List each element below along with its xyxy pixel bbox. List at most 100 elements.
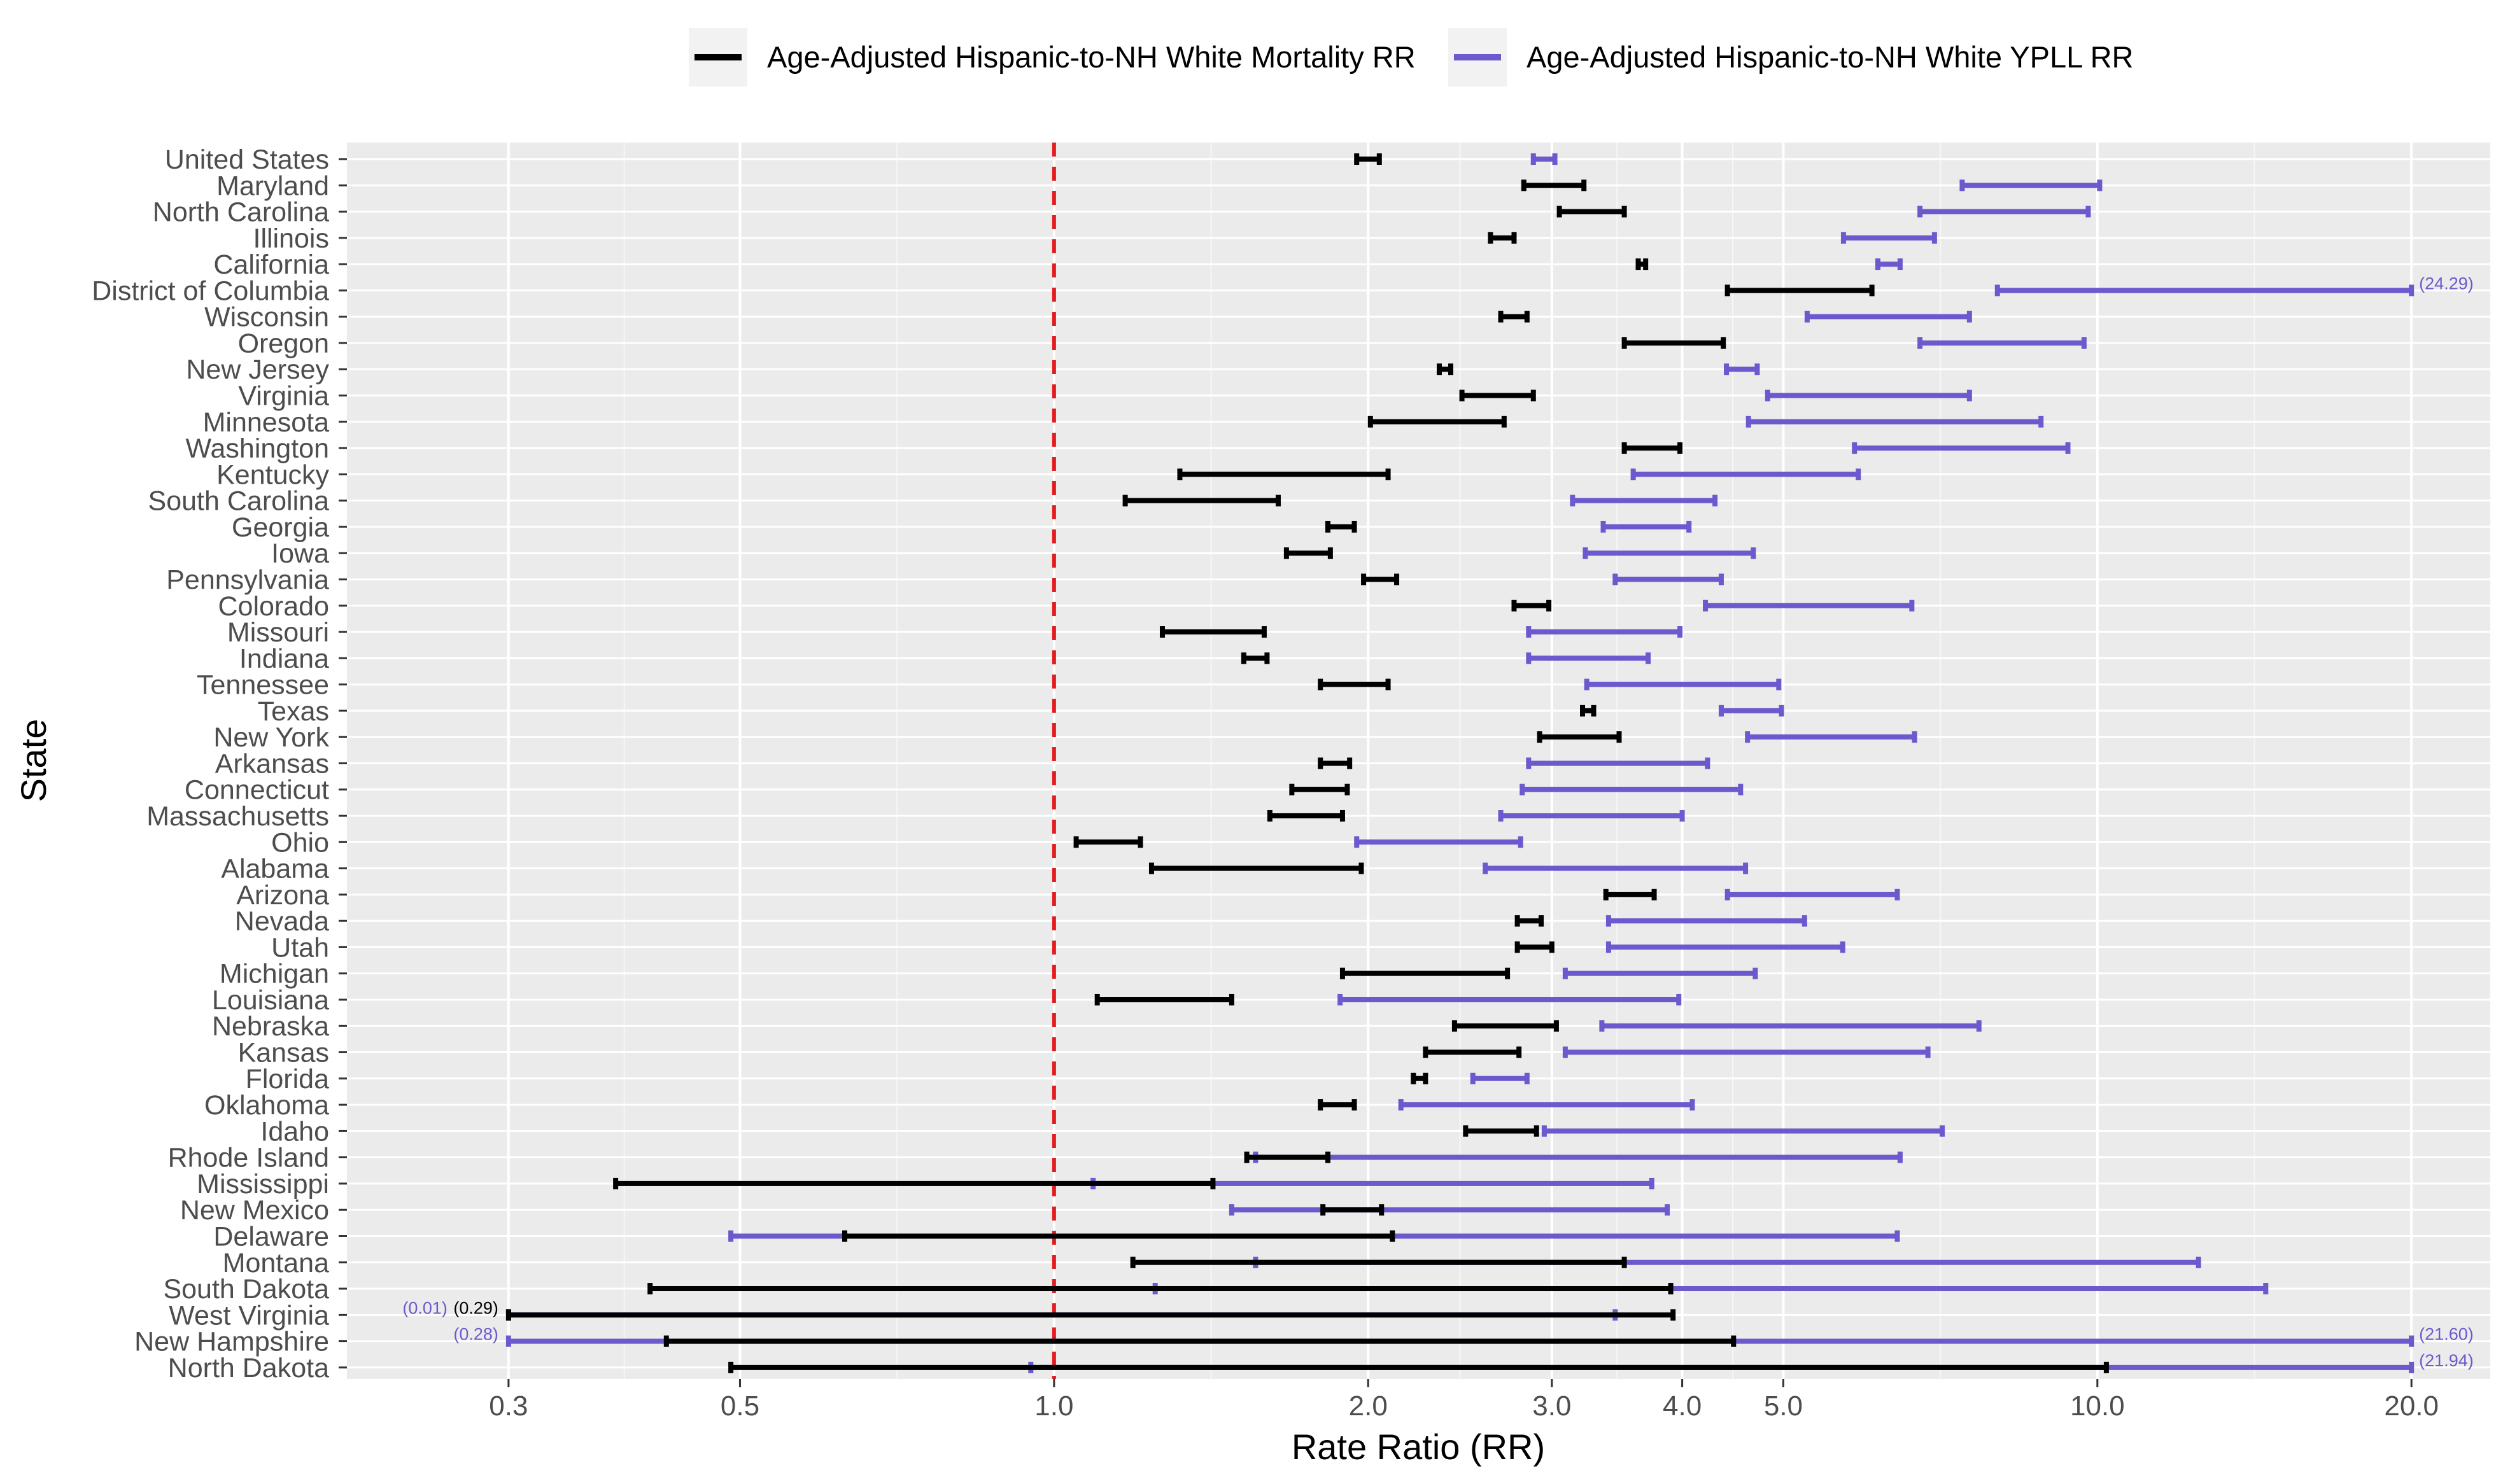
ypll-interval-massachusetts — [1498, 810, 1685, 822]
y-tick-label-florida: Florida — [246, 1064, 330, 1095]
ypll-interval-pennsylvania — [1612, 573, 1724, 585]
ypll-interval-kansas — [1562, 1046, 1931, 1058]
ypll-interval-illinois — [1840, 232, 1937, 244]
ypll-interval-idaho — [1541, 1125, 1945, 1137]
y-tick-label-arkansas: Arkansas — [215, 748, 329, 779]
y-tick-label-iowa: Iowa — [271, 538, 329, 569]
y-tick-label-kentucky: Kentucky — [216, 459, 329, 490]
mortality-interval-florida — [1411, 1072, 1428, 1084]
mortality-interval-rhode-island — [1244, 1151, 1330, 1163]
ypll-interval-missouri — [1526, 626, 1683, 638]
ypll-interval-district-of-columbia — [1994, 284, 2415, 297]
ypll-interval-wisconsin — [1804, 311, 1972, 323]
y-axis-title: State — [13, 719, 53, 802]
y-tick-label-texas: Texas — [258, 696, 329, 727]
ypll-interval-nevada — [1605, 915, 1807, 927]
y-tick-label-california: California — [213, 249, 329, 280]
annotations: (24.29) (0.01) (0.28) (21.60) (21.94) (0.29) — [402, 274, 2473, 1369]
ypll-interval-kentucky — [1630, 468, 1861, 480]
y-tick-label-north-carolina: North Carolina — [153, 197, 329, 228]
ypll-interval-arkansas — [1526, 757, 1710, 769]
mortality-interval-oklahoma — [1318, 1099, 1357, 1111]
annotation-ypll: (0.01) — [402, 1298, 448, 1317]
y-tick-label-oklahoma: Oklahoma — [204, 1090, 329, 1121]
annotation-ypll: (21.94) — [2419, 1351, 2474, 1370]
y-tick-label-new-york: New York — [213, 722, 329, 753]
mortality-interval-virginia — [1459, 389, 1536, 402]
mortality-interval-colorado — [1511, 599, 1552, 612]
x-axis-title: Rate Ratio (RR) — [1292, 1427, 1545, 1467]
ypll-interval-ohio — [1354, 836, 1523, 848]
mortality-interval-idaho — [1463, 1125, 1539, 1137]
mortality-interval-new-hampshire — [663, 1335, 1737, 1347]
ypll-interval-united-states — [1530, 153, 1558, 165]
ypll-interval-nebraska — [1599, 1020, 1982, 1032]
mortality-interval-pennsylvania — [1361, 573, 1400, 585]
y-tick-label-alabama: Alabama — [221, 854, 329, 885]
mortality-interval-new-jersey — [1436, 363, 1454, 375]
ypll-interval-iowa — [1583, 547, 1756, 559]
plot-panel — [347, 143, 2490, 1379]
y-tick-label-north-dakota: North Dakota — [168, 1353, 329, 1383]
y-tick-label-pennsylvania: Pennsylvania — [166, 564, 329, 595]
y-tick-label-south-dakota: South Dakota — [163, 1274, 329, 1305]
mortality-interval-mississippi — [613, 1177, 1216, 1189]
ypll-interval-oregon — [1917, 337, 2087, 349]
y-tick-label-tennessee: Tennessee — [197, 670, 329, 701]
mortality-interval-new-york — [1537, 731, 1622, 743]
ypll-interval-tennessee — [1584, 678, 1782, 690]
x-tick-label: 0.3 — [489, 1390, 528, 1422]
y-tick-label-nevada: Nevada — [235, 906, 329, 937]
x-tick-label: 3.0 — [1532, 1390, 1571, 1422]
mortality-interval-nebraska — [1451, 1020, 1559, 1032]
ypll-interval-colorado — [1703, 599, 1915, 612]
mortality-interval-connecticut — [1289, 783, 1350, 795]
ypll-interval-north-carolina — [1917, 206, 2091, 218]
mortality-interval-south-dakota — [647, 1283, 1674, 1295]
y-tick-label-wisconsin: Wisconsin — [204, 302, 329, 333]
mortality-interval-oregon — [1621, 337, 1726, 349]
x-axis: 0.3 0.5 1.0 2.0 3.0 4.0 5.0 10.0 20.0 — [489, 1379, 2439, 1422]
ypll-interval-michigan — [1562, 967, 1758, 979]
mortality-interval-iowa — [1283, 547, 1333, 559]
x-tick-label: 1.0 — [1034, 1390, 1073, 1422]
ypll-interval-minnesota — [1745, 416, 2044, 428]
ypll-interval-georgia — [1600, 521, 1692, 533]
y-tick-label-mississippi: Mississippi — [197, 1169, 329, 1200]
mortality-interval-tennessee — [1318, 678, 1391, 690]
x-tick-label: 2.0 — [1349, 1390, 1388, 1422]
ypll-interval-arizona — [1724, 888, 1900, 900]
ypll-interval-louisiana — [1337, 993, 1682, 1005]
y-tick-label-massachusetts: Massachusetts — [146, 801, 329, 832]
legend: Age-Adjusted Hispanic-to-NH White Mortal… — [689, 28, 2133, 87]
legend-label-ypll: Age-Adjusted Hispanic-to-NH White YPLL R… — [1526, 40, 2133, 74]
y-tick-label-colorado: Colorado — [218, 591, 330, 622]
ypll-interval-washington — [1852, 442, 2071, 454]
x-tick-label: 10.0 — [2070, 1390, 2125, 1422]
annotation-ypll: (21.60) — [2419, 1325, 2474, 1344]
y-tick-label-georgia: Georgia — [232, 512, 329, 543]
y-tick-label-washington: Washington — [186, 433, 329, 464]
y-tick-label-missouri: Missouri — [227, 617, 329, 648]
mortality-series — [505, 153, 2109, 1373]
mortality-interval-alabama — [1148, 862, 1364, 874]
y-tick-label-nebraska: Nebraska — [212, 1011, 329, 1042]
mortality-interval-north-carolina — [1556, 206, 1627, 218]
ypll-interval-new-york — [1745, 731, 1917, 743]
mortality-interval-michigan — [1339, 967, 1511, 979]
mortality-interval-delaware — [842, 1230, 1395, 1242]
ypll-interval-maryland — [1959, 179, 2103, 192]
mortality-interval-nevada — [1514, 915, 1544, 927]
mortality-interval-washington — [1621, 442, 1683, 454]
y-tick-label-new-mexico: New Mexico — [180, 1195, 329, 1226]
ypll-interval-california — [1875, 258, 1903, 270]
y-tick-label-illinois: Illinois — [253, 223, 330, 254]
mortality-interval-kentucky — [1177, 468, 1391, 480]
ypll-interval-indiana — [1526, 652, 1651, 664]
y-tick-label-united-states: United States — [165, 144, 329, 175]
mortality-interval-west-virginia — [505, 1309, 1676, 1321]
x-tick-label: 5.0 — [1764, 1390, 1803, 1422]
mortality-interval-ohio — [1073, 836, 1143, 848]
x-tick-label: 20.0 — [2384, 1390, 2439, 1422]
y-tick-label-kansas: Kansas — [238, 1038, 329, 1068]
